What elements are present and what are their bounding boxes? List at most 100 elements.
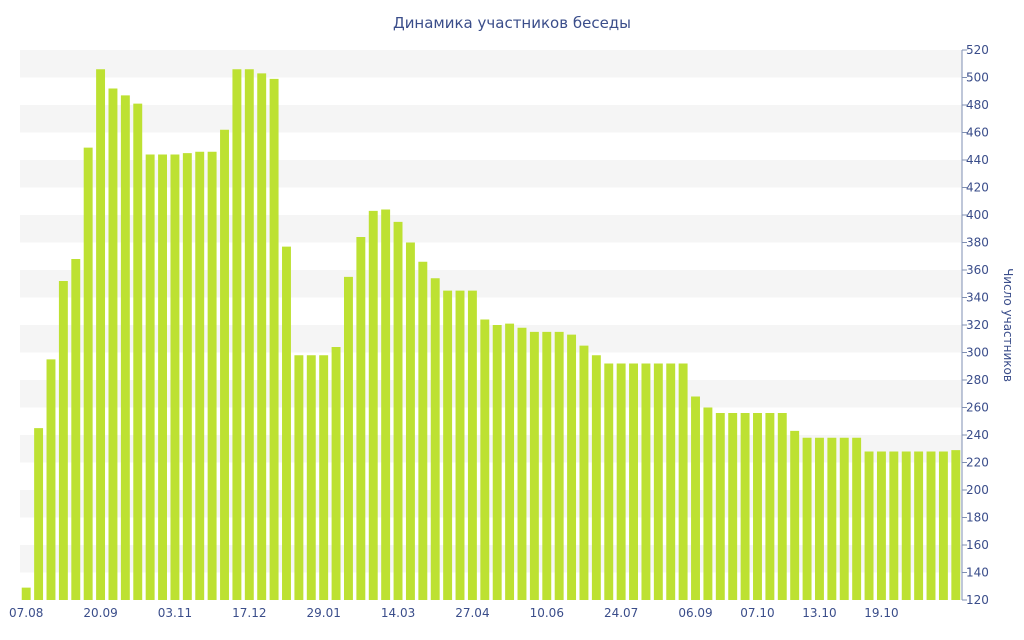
bar — [58, 281, 68, 600]
y-tick-label: 140 — [966, 566, 989, 580]
y-tick-label: 340 — [966, 291, 989, 305]
bar — [604, 363, 614, 600]
x-tick-label: 03.11 — [158, 606, 192, 620]
chart-title: Динамика участников беседы — [393, 14, 631, 32]
y-tick-label: 280 — [966, 373, 989, 387]
bar — [21, 587, 31, 600]
y-tick-label: 120 — [966, 593, 989, 607]
bar — [368, 210, 378, 600]
bar — [765, 413, 775, 600]
bar — [83, 147, 93, 600]
bar — [864, 451, 874, 600]
bar — [666, 363, 676, 600]
y-tick-label: 200 — [966, 483, 989, 497]
y-tick-label: 500 — [966, 71, 989, 85]
bar — [814, 437, 824, 600]
bar — [46, 359, 56, 600]
bar — [653, 363, 663, 600]
bar — [455, 290, 465, 600]
bar — [343, 276, 353, 600]
y-tick-label: 220 — [966, 456, 989, 470]
bar — [876, 451, 886, 600]
bar — [158, 154, 168, 600]
bar — [34, 428, 44, 600]
y-tick-label: 440 — [966, 153, 989, 167]
bar — [269, 78, 279, 600]
y-tick-label: 380 — [966, 236, 989, 250]
x-tick-label: 10.06 — [530, 606, 564, 620]
bar — [207, 151, 217, 600]
bar — [430, 278, 440, 600]
bar — [839, 437, 849, 600]
y-tick-label: 260 — [966, 401, 989, 415]
x-tick-label: 27.04 — [455, 606, 489, 620]
x-axis-ticks: 07.08 20.09 03.11 17.12 29.01 14.03 27.04 10.06… — [9, 606, 899, 620]
x-tick-label: 17.12 — [232, 606, 266, 620]
bar — [145, 154, 155, 600]
y-tick-label: 420 — [966, 181, 989, 195]
bar — [852, 437, 862, 600]
bar — [505, 323, 515, 600]
bar — [108, 88, 118, 600]
y-tick-label: 240 — [966, 428, 989, 442]
bar — [790, 430, 800, 600]
bar — [529, 331, 539, 600]
bar — [393, 221, 403, 600]
y-tick-label: 520 — [966, 43, 989, 57]
y-tick-label: 160 — [966, 538, 989, 552]
bar — [257, 73, 267, 600]
bar — [926, 451, 936, 600]
bar — [678, 363, 688, 600]
bar — [554, 331, 564, 600]
grid-band — [20, 50, 962, 78]
bar — [331, 347, 341, 600]
bar — [777, 413, 787, 600]
bar — [232, 69, 242, 600]
y-tick-label: 480 — [966, 98, 989, 112]
y-tick-label: 300 — [966, 346, 989, 360]
bar — [728, 413, 738, 600]
bar — [96, 69, 106, 600]
x-tick-label: 24.07 — [604, 606, 638, 620]
x-tick-label: 07.08 — [9, 606, 43, 620]
bar — [740, 413, 750, 600]
y-tick-label: 400 — [966, 208, 989, 222]
y-tick-label: 460 — [966, 126, 989, 140]
bar — [282, 246, 291, 600]
x-tick-label: 14.03 — [381, 606, 415, 620]
x-tick-label: 19.10 — [864, 606, 898, 620]
bar — [467, 290, 477, 600]
bar — [405, 242, 415, 600]
y-axis-label: Число участников — [1001, 268, 1015, 382]
bar — [492, 325, 502, 600]
bars — [21, 69, 961, 600]
bar — [802, 437, 812, 600]
y-axis-ticks: 120 140 160 180 200 220 240 260 280 300 320 340 360 3… — [962, 43, 989, 607]
x-tick-label: 13.10 — [802, 606, 836, 620]
bar — [170, 154, 180, 600]
bar — [244, 69, 254, 600]
bar — [418, 261, 428, 600]
x-tick-label: 07.10 — [740, 606, 774, 620]
bar — [133, 103, 143, 600]
bar — [120, 95, 130, 600]
bar — [616, 363, 626, 600]
bar — [591, 355, 601, 600]
bar — [901, 451, 911, 600]
grid-band — [20, 105, 962, 133]
bar — [294, 355, 304, 600]
bar — [889, 451, 899, 600]
bar — [356, 237, 366, 600]
bar — [381, 209, 391, 600]
y-tick-label: 320 — [966, 318, 989, 332]
bar — [951, 450, 961, 600]
bar — [517, 327, 527, 600]
bar — [443, 290, 453, 600]
bar — [753, 413, 762, 600]
x-tick-label: 29.01 — [306, 606, 340, 620]
bar — [195, 151, 205, 600]
bar — [480, 319, 490, 600]
bar — [629, 363, 639, 600]
bar — [914, 451, 924, 600]
